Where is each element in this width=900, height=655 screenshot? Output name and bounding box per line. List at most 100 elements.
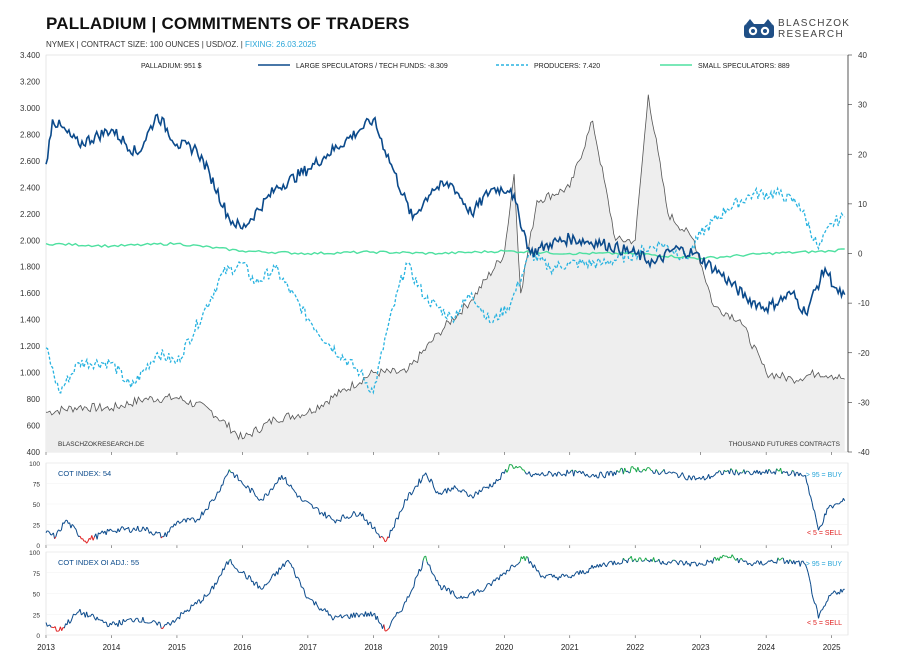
cot-index-label: COT INDEX: 54 [58,469,111,478]
cot-index-segment [272,486,275,491]
cot-index-oi-segment [475,590,478,593]
cot-index-oi-segment [297,576,300,579]
cot-index-segment [622,467,626,475]
price-area [46,94,845,452]
cot-index-segment [519,466,522,469]
cot-index-segment [712,475,715,478]
cot-index-oi-segment [537,570,541,575]
cot-index-segment [655,469,658,472]
logo-line-2: RESEARCH [778,29,844,40]
cot-index-segment [175,521,178,526]
cot-index-segment [331,518,334,521]
cot-index-oi-segment [290,563,293,568]
cot-index-segment [450,487,453,492]
cot-index-segment [661,470,664,473]
cot-index-oi-segment [154,620,157,623]
cot-index-oi-segment [505,569,508,575]
cot-index-oi-segment [219,574,222,577]
cot-index-segment [786,471,789,476]
cot-index-segment [91,535,94,541]
cot-index-segment [264,493,267,495]
y-left-tick-label: 2.800 [20,130,41,139]
cot-index-oi-segment [732,556,736,560]
y-right-tick-label: -30 [858,398,870,407]
cot-index-segment [774,468,778,475]
cot-index-segment [349,516,352,519]
cot-index-oi-sell-label: < 5 = SELL [807,620,842,627]
cot-index-oi-segment [133,619,136,623]
cot-index-segment [392,526,395,529]
cot-index-segment [455,487,458,490]
cot-index-segment [561,473,564,477]
cot-index-oi-segment [274,571,277,577]
cot-index-oi-segment [768,560,771,563]
cot-index-segment [281,475,284,480]
cot-index-segment [744,470,747,475]
cot-index-oi-segment [117,620,120,627]
cot-index-segment [74,527,77,530]
cot-index-oi-segment [513,565,516,568]
cot-index-segment [675,472,678,475]
cot-index-oi-segment [541,575,544,578]
cot-index-oi-segment [568,576,570,578]
cot-index-segment [684,478,687,481]
cot-index-segment [181,518,184,522]
cot-index-segment [691,476,694,481]
cot-index-oi-segment [808,578,812,585]
cot-index-oi-segment [316,604,319,609]
cot-index-segment [267,494,269,497]
cot-index-oi-segment [527,557,530,564]
cot-index-oi-segment [799,561,802,567]
cot-index-oi-segment [358,614,361,618]
x-tick-label: 2020 [495,643,513,652]
cot-index-segment [159,532,162,539]
cot-index-segment [808,493,812,498]
cot-index-oi-segment [269,577,272,581]
cot-index-oi-segment [447,587,450,590]
cot-index-oi-segment [823,605,826,607]
cot-index-segment [403,499,406,507]
x-tick-label: 2023 [692,643,710,652]
cot-index-segment [259,498,262,501]
cot-index-segment [75,529,78,535]
cot-index-oi-segment [307,597,310,599]
cot-index-oi-segment [787,559,791,564]
cot-index-segment [499,472,503,480]
cot-index-segment [433,486,436,491]
cot-index-segment [223,476,226,480]
cot-index-oi-segment [279,567,283,570]
cot-index-segment [99,532,102,535]
cot-index-oi-segment [494,577,497,582]
cot-index-segment [425,472,428,476]
cot-index-oi-segment [640,557,643,562]
cot-index-segment [734,469,737,476]
cot-index-segment [604,472,607,479]
cot-index-oi-segment [341,616,344,619]
cot-index-oi-segment [466,597,468,599]
cot-index-oi-segment [712,558,715,564]
cot-index-oi-segment [397,611,400,614]
cot-index-segment [291,488,294,490]
cot-index-oi-segment [63,623,67,629]
cot-index-segment [497,478,500,482]
legend-label: PALLADIUM: 951 $ [141,63,202,70]
cot-index-segment [366,519,369,526]
cot-index-segment [485,486,488,489]
cot-index-oi-segment [100,619,103,621]
cot-index-segment [641,469,644,473]
cot-index-oi-segment [396,611,399,614]
logo-line-1: BLASCHZOK [778,18,851,29]
cot-index-segment [460,489,463,493]
cot-index-segment [415,485,417,488]
cot-index-segment [789,473,792,476]
cot-index-segment [678,476,681,479]
cot-index-segment [393,519,397,528]
cot-index-oi-segment [600,564,603,568]
y-left-tick-label: 2.200 [20,210,41,219]
cot-index-oi-segment [286,559,289,562]
cot-index-oi-segment [400,610,403,613]
cot-index-segment [769,470,772,474]
cot-index-segment [573,470,576,477]
cot-index-oi-segment [821,609,823,611]
